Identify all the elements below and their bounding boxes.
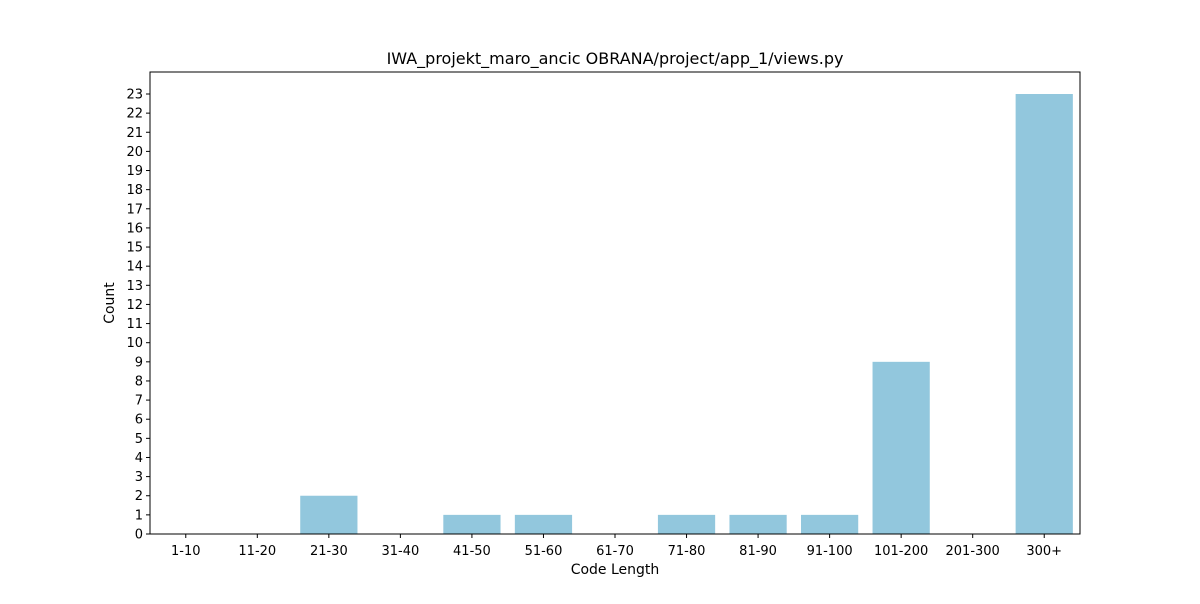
y-tick-label: 19: [126, 164, 143, 179]
y-tick-label: 18: [126, 183, 143, 198]
y-tick-label: 17: [126, 202, 143, 217]
x-tick-label: 21-30: [310, 544, 348, 559]
bar-91-100: [801, 514, 859, 534]
x-tick-label: 101-200: [874, 544, 928, 559]
x-tick-label: 51-60: [525, 544, 563, 559]
y-tick-label: 23: [126, 88, 143, 103]
bar-300+: [1015, 94, 1073, 534]
y-tick-label: 20: [126, 145, 143, 160]
bar-21-30: [300, 495, 358, 534]
x-tick-label: 61-70: [596, 544, 634, 559]
y-tick-label: 8: [135, 374, 143, 389]
bar-81-90: [729, 514, 787, 534]
x-tick-label: 11-20: [238, 544, 276, 559]
x-axis-label: Code Length: [571, 562, 660, 578]
y-tick-label: 15: [126, 241, 143, 256]
y-axis-label: Count: [102, 282, 118, 324]
bar-41-50: [443, 514, 501, 534]
y-tick-label: 16: [126, 221, 143, 236]
y-tick-label: 0: [135, 528, 143, 543]
x-tick-label: 71-80: [668, 544, 706, 559]
x-tick-label: 201-300: [946, 544, 1000, 559]
bar-101-200: [872, 361, 930, 534]
y-tick-label: 10: [126, 336, 143, 351]
x-axis-ticks: 1-10 11-20 21-30 31-40 41-50 51-60 61-70 71-80 8…: [171, 534, 1062, 559]
y-tick-label: 21: [126, 126, 143, 141]
y-tick-label: 3: [135, 470, 143, 485]
x-tick-label: 91-100: [807, 544, 853, 559]
y-tick-label: 9: [135, 355, 143, 370]
y-tick-label: 1: [135, 508, 143, 523]
bars-group: [300, 94, 1073, 534]
y-tick-label: 4: [135, 451, 143, 466]
bar-71-80: [657, 514, 716, 534]
bar-51-60: [514, 514, 573, 534]
y-tick-label: 14: [126, 260, 143, 275]
x-tick-label: 300+: [1026, 544, 1062, 559]
y-tick-label: 22: [126, 107, 143, 122]
y-tick-label: 6: [135, 413, 143, 428]
y-tick-label: 11: [126, 317, 143, 332]
y-tick-label: 12: [126, 298, 143, 313]
y-tick-label: 13: [126, 279, 143, 294]
x-tick-label: 31-40: [381, 544, 419, 559]
x-tick-label: 81-90: [739, 544, 777, 559]
y-tick-label: 5: [135, 432, 143, 447]
plot-frame: [149, 71, 1081, 535]
y-tick-label: 2: [135, 489, 143, 504]
x-tick-label: 41-50: [453, 544, 491, 559]
x-tick-label: 1-10: [171, 544, 201, 559]
y-tick-label: 7: [135, 394, 143, 409]
chart-title: IWA_projekt_maro_ancic OBRANA/project/ap…: [387, 49, 844, 69]
